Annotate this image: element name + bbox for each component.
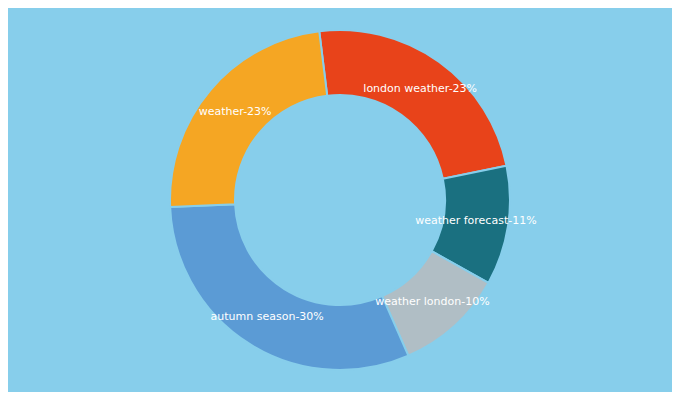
svg-text:london weather-23%: london weather-23% xyxy=(363,82,477,95)
svg-text:weather london-10%: weather london-10% xyxy=(375,295,489,308)
svg-text:weather forecast-11%: weather forecast-11% xyxy=(415,214,536,227)
svg-text:weather-23%: weather-23% xyxy=(199,105,272,118)
svg-text:autumn season-30%: autumn season-30% xyxy=(211,310,324,323)
